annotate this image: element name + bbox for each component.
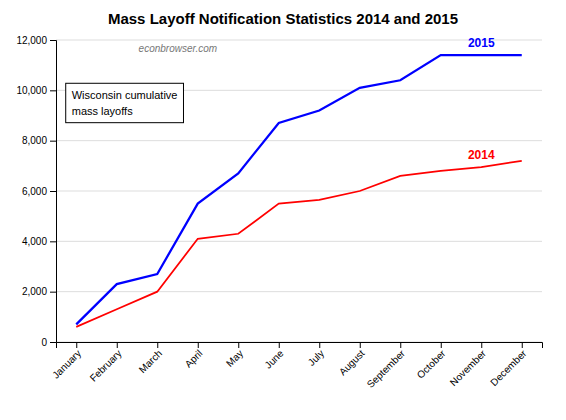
tick-mark bbox=[441, 342, 442, 348]
tick: 8,000 bbox=[22, 135, 56, 146]
tick: 2,000 bbox=[22, 286, 56, 297]
tick: 0 bbox=[41, 337, 56, 348]
x-axis: JanuaryFebruary March April May June July Augu… bbox=[50, 342, 542, 390]
series-labels: 2015 2014 bbox=[468, 36, 495, 162]
tick: June bbox=[263, 342, 286, 371]
tick-mark bbox=[50, 241, 56, 242]
tick-label: April bbox=[183, 348, 205, 370]
series-line bbox=[76, 161, 522, 327]
tick-mark bbox=[157, 342, 158, 348]
tick-mark bbox=[400, 342, 401, 348]
tick-label: September bbox=[365, 347, 408, 390]
tick-label: 8,000 bbox=[22, 135, 47, 146]
tick-label: 12,000 bbox=[16, 35, 47, 46]
tick-label: 4,000 bbox=[22, 236, 47, 247]
tick: April bbox=[183, 342, 205, 370]
note-box: Wisconsin cumulativemass layoffs bbox=[66, 83, 184, 122]
tick: 6,000 bbox=[22, 186, 56, 197]
note-text: Wisconsin cumulativemass layoffs bbox=[72, 89, 178, 116]
tick-mark bbox=[319, 342, 320, 348]
series-label: 2014 bbox=[468, 148, 495, 162]
tick-mark bbox=[50, 90, 56, 91]
tick-label: November bbox=[448, 347, 489, 388]
grid-line bbox=[56, 191, 542, 192]
series-label: 2015 bbox=[468, 36, 495, 50]
tick-mark bbox=[360, 342, 361, 348]
grid bbox=[56, 40, 542, 342]
tick-mark bbox=[76, 342, 77, 348]
axis-line bbox=[57, 343, 543, 349]
tick-mark bbox=[198, 342, 199, 348]
tick-label: January bbox=[50, 348, 83, 381]
tick-label: August bbox=[337, 348, 367, 378]
y-axis: 0 2,000 4,000 6,000 8,000 10,000 12,000 bbox=[16, 35, 56, 348]
grid-line bbox=[56, 291, 542, 292]
tick-mark bbox=[522, 342, 523, 348]
tick: 4,000 bbox=[22, 236, 56, 247]
tick-label: May bbox=[224, 348, 245, 369]
tick-label: July bbox=[306, 348, 326, 368]
tick-mark bbox=[481, 342, 482, 348]
tick: December bbox=[488, 342, 529, 388]
note-frame bbox=[66, 83, 184, 122]
tick-mark bbox=[50, 141, 56, 142]
tick-mark bbox=[117, 342, 118, 348]
tick-label: 10,000 bbox=[16, 85, 47, 96]
tick-mark bbox=[50, 40, 56, 41]
tick: November bbox=[448, 342, 489, 388]
title: Mass Layoff Notification Statistics 2014… bbox=[108, 10, 458, 27]
chart: Mass Layoff Notification Statistics 2014… bbox=[0, 0, 566, 420]
grid-line bbox=[56, 241, 542, 242]
tick-mark bbox=[50, 191, 56, 192]
tick-label: 2,000 bbox=[22, 286, 47, 297]
grid-line bbox=[56, 140, 542, 141]
tick-label: 6,000 bbox=[22, 186, 47, 197]
tick-label: March bbox=[137, 348, 164, 375]
tick-mark bbox=[50, 342, 56, 343]
tick: February bbox=[88, 342, 124, 384]
tick: March bbox=[137, 342, 164, 375]
tick: January bbox=[50, 342, 83, 381]
tick-mark bbox=[238, 342, 239, 348]
tick-label: December bbox=[488, 347, 529, 388]
tick: September bbox=[365, 342, 408, 390]
tick: 10,000 bbox=[16, 85, 56, 96]
axis-line bbox=[50, 41, 57, 343]
tick-label: June bbox=[263, 347, 286, 370]
watermark: econbrowser.com bbox=[139, 43, 218, 54]
tick-label: October bbox=[415, 347, 448, 380]
tick: July bbox=[306, 342, 326, 368]
tick-mark bbox=[50, 292, 56, 293]
tick-mark bbox=[279, 342, 280, 348]
tick-label: February bbox=[88, 348, 124, 384]
plot: 0 2,000 4,000 6,000 8,000 10,000 12,000 January… bbox=[16, 35, 542, 390]
tick: 12,000 bbox=[16, 35, 56, 46]
tick: May bbox=[224, 342, 245, 369]
tick: August bbox=[337, 342, 367, 377]
tick-label: 0 bbox=[41, 337, 47, 348]
tick: October bbox=[415, 342, 448, 381]
